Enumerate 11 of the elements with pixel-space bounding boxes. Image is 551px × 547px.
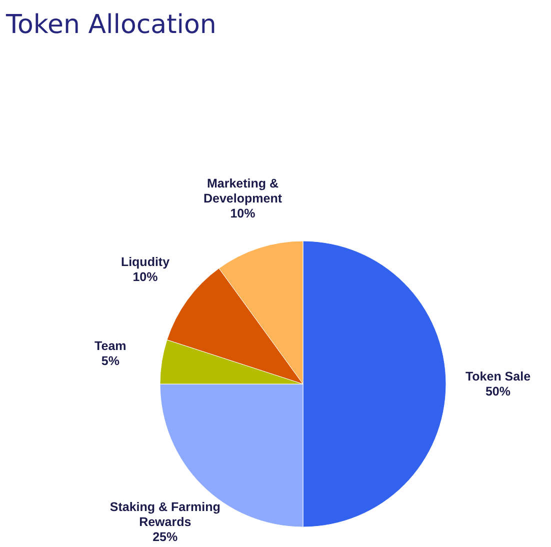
chart-title: Token Allocation bbox=[5, 10, 216, 40]
data-label: 10% bbox=[230, 206, 256, 221]
slice-label: Staking & Farming Rewards bbox=[110, 500, 220, 529]
slice-label: Team bbox=[94, 338, 126, 353]
slice-label: Liqudity bbox=[120, 254, 170, 269]
slice-label: Token Sale bbox=[465, 370, 531, 384]
data-label: 5% bbox=[101, 354, 120, 368]
data-label: 25% bbox=[152, 530, 178, 544]
slice-label: Marketing & Development bbox=[203, 176, 283, 206]
data-label: 10% bbox=[132, 270, 158, 284]
data-label: 50% bbox=[485, 384, 511, 398]
